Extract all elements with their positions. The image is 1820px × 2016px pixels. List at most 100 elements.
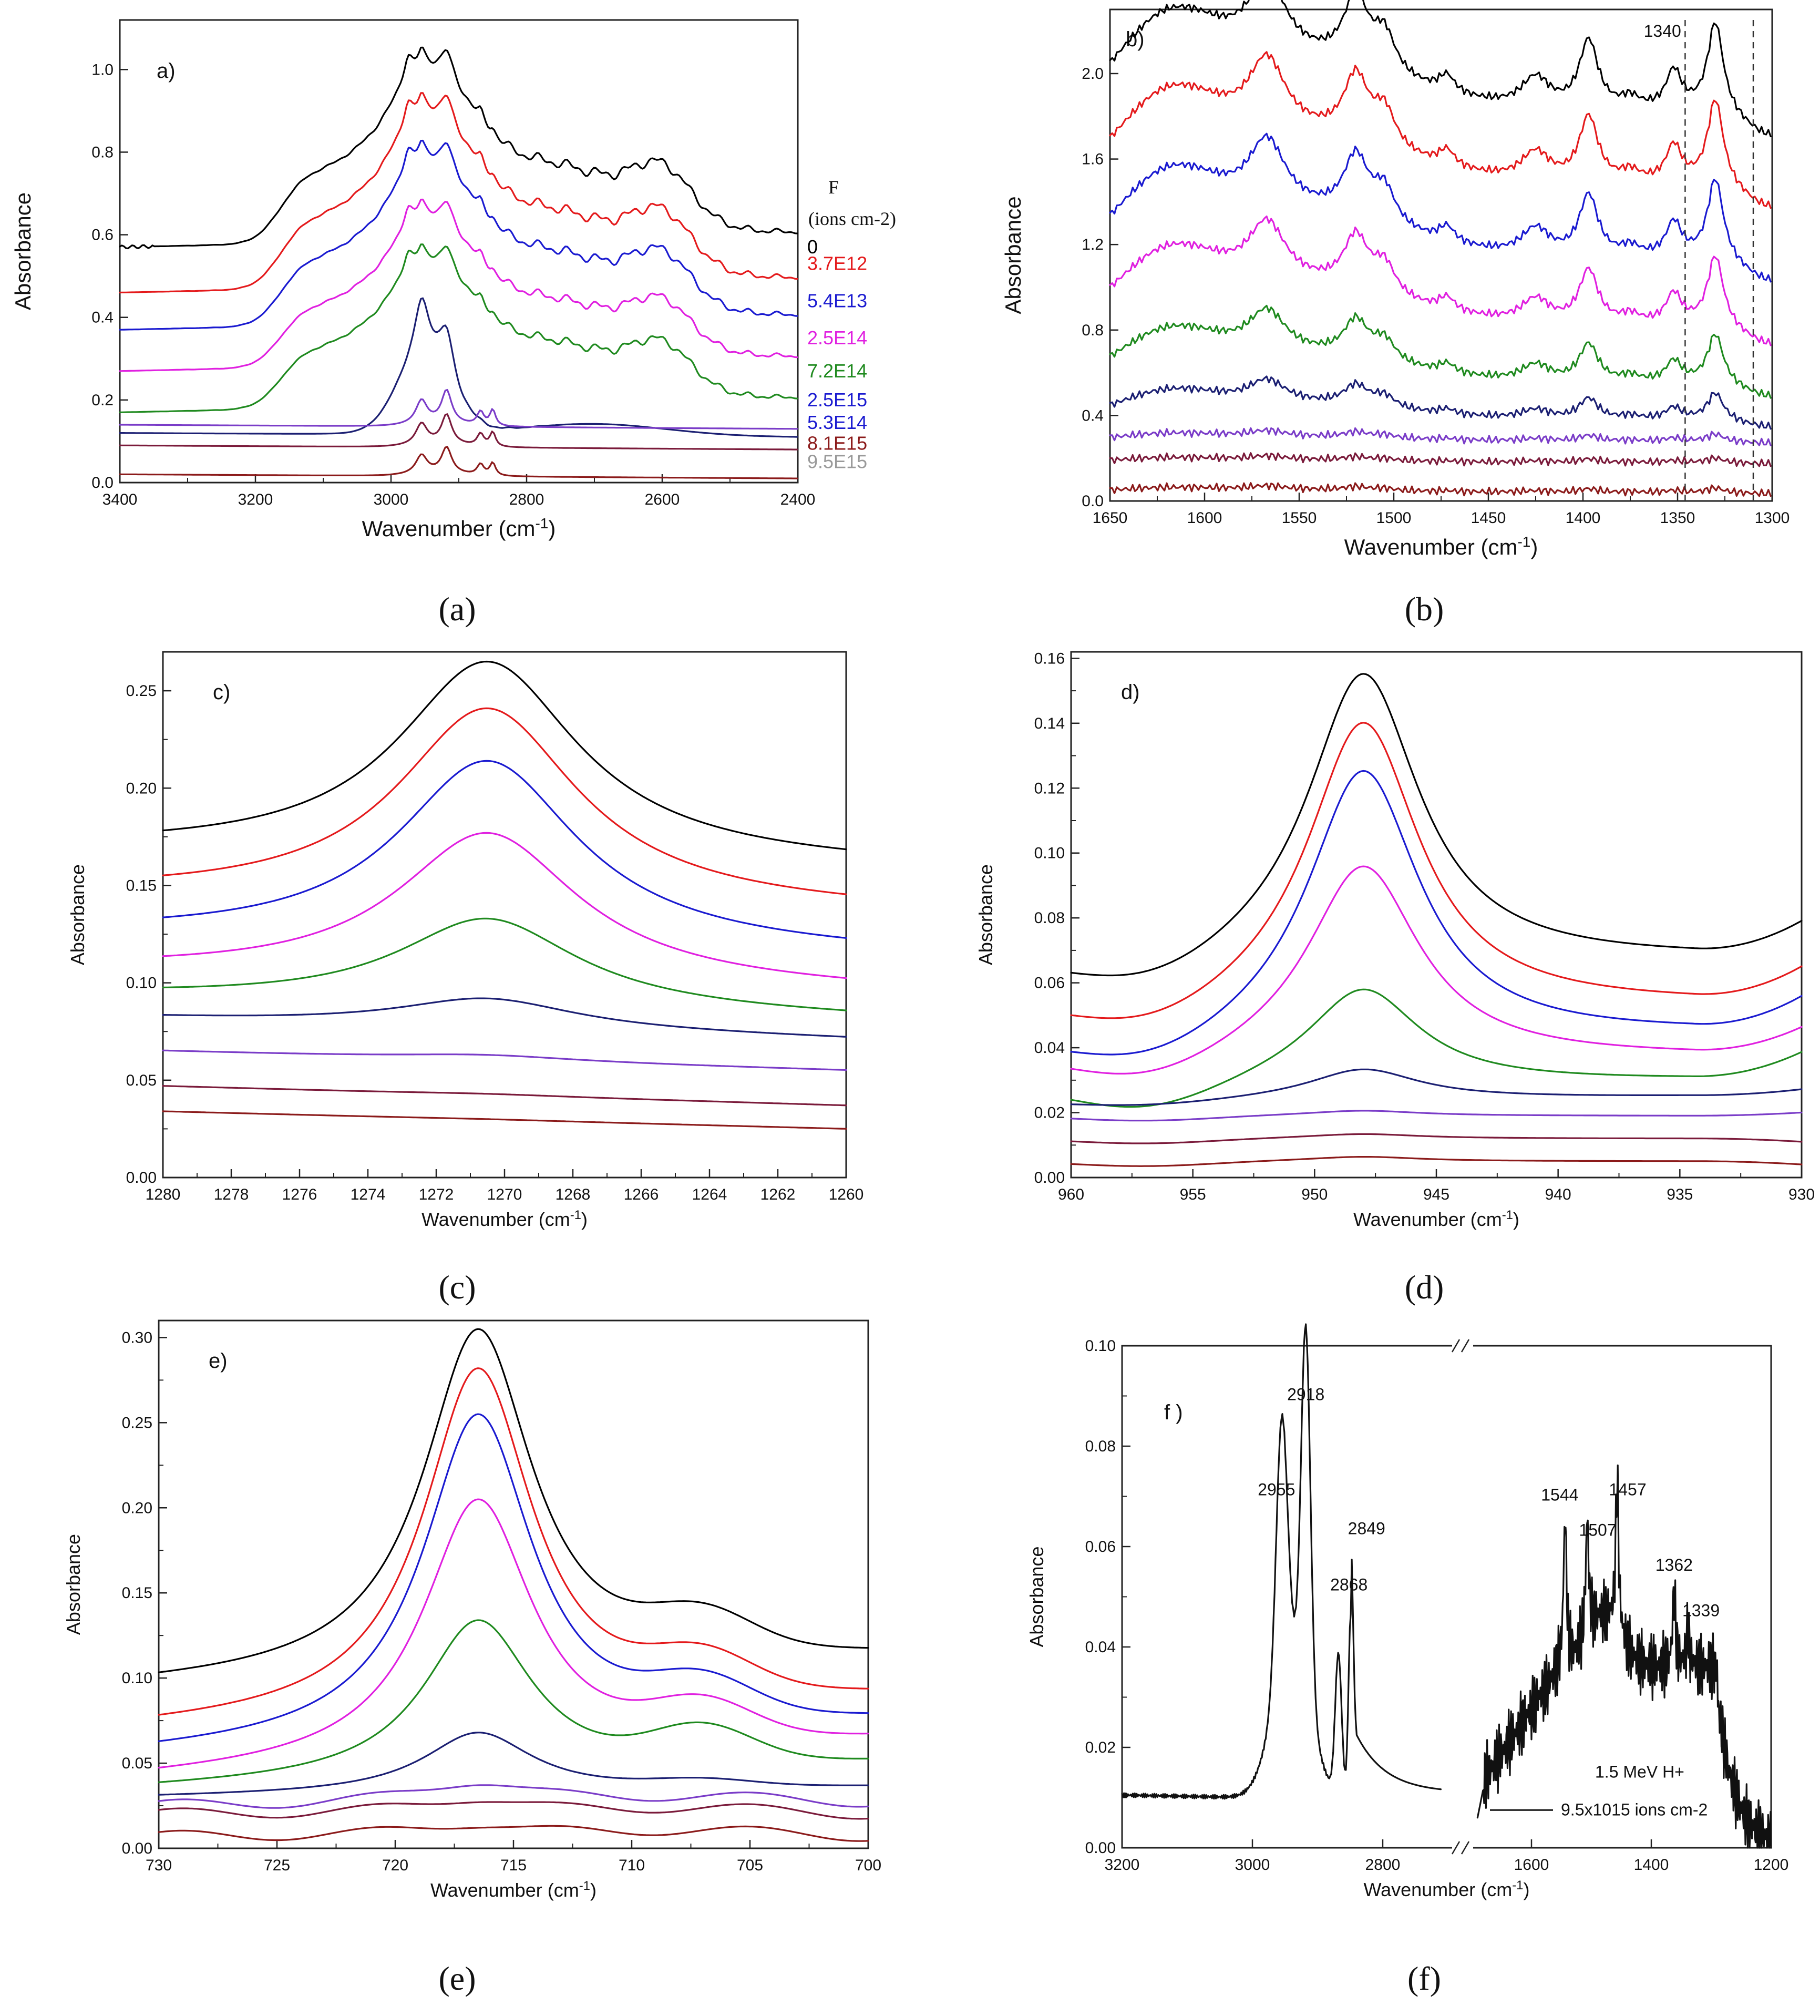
legend-unit: (ions cm-2) bbox=[808, 208, 896, 229]
series-line-4 bbox=[158, 1619, 869, 1783]
series-line-3 bbox=[119, 198, 798, 372]
x-axis-label: Wavenumber (cm-1) bbox=[1353, 1208, 1519, 1231]
series-line-7 bbox=[1109, 452, 1772, 467]
axis-break-mark bbox=[1461, 1841, 1470, 1855]
series-line-5 bbox=[119, 297, 798, 438]
x-axis-label: Wavenumber (cm-1) bbox=[430, 1879, 597, 1901]
legend-fluence-label: 9.5x1015 ions cm-2 bbox=[1561, 1800, 1708, 1819]
series-line-0 bbox=[119, 46, 798, 250]
y-tick-label: 0.25 bbox=[122, 1414, 152, 1431]
x-tick-label: 3400 bbox=[102, 491, 138, 508]
series-line-1 bbox=[1109, 51, 1772, 209]
panel-label: f ) bbox=[1164, 1401, 1183, 1424]
x-tick-label: 1274 bbox=[351, 1186, 386, 1203]
series-line-7 bbox=[158, 1801, 869, 1820]
x-tick-label: 2400 bbox=[780, 491, 816, 508]
series-line-8 bbox=[119, 446, 798, 479]
y-tick-label: 0.00 bbox=[1034, 1169, 1065, 1186]
series-line-2 bbox=[119, 139, 798, 331]
x-tick-label: 705 bbox=[737, 1857, 763, 1874]
panel-b: 0.0 0.4 0.8 1.2 1.6 2.0 1650 1600 1550 1500 1450 14… bbox=[1001, 0, 1790, 559]
peak-label-2868: 2868 bbox=[1330, 1575, 1367, 1594]
x-tick-label: 715 bbox=[500, 1857, 527, 1874]
x-tick-label: 1650 bbox=[1093, 509, 1128, 527]
peak-label-1339: 1339 bbox=[1682, 1601, 1720, 1620]
series-line-4 bbox=[162, 917, 847, 1011]
series-line-6 bbox=[119, 388, 798, 430]
y-axis-label: Absorbance bbox=[67, 864, 88, 965]
y-tick-label: 0.30 bbox=[122, 1329, 152, 1346]
x-tick-label: 960 bbox=[1058, 1186, 1084, 1203]
panel-label: d) bbox=[1121, 681, 1140, 704]
series-line-7 bbox=[119, 413, 798, 451]
series-line-4 bbox=[1109, 304, 1772, 399]
x-axis-label: Wavenumber (cm-1) bbox=[1344, 534, 1538, 560]
panel-label: e) bbox=[209, 1349, 228, 1373]
series-line-2 bbox=[1070, 770, 1803, 1056]
y-tick-label: 0.25 bbox=[126, 682, 157, 700]
y-tick-label: 0.00 bbox=[126, 1169, 157, 1186]
series-line-0 bbox=[1109, 0, 1772, 138]
x-tick-label: 1266 bbox=[624, 1186, 659, 1203]
x-tick-label: 1264 bbox=[692, 1186, 727, 1203]
y-tick-label: 0.05 bbox=[122, 1755, 152, 1772]
series-line-6 bbox=[158, 1784, 869, 1809]
y-tick-label: 1.2 bbox=[1082, 236, 1104, 253]
y-tick-label: 0.00 bbox=[1085, 1839, 1116, 1857]
series-line-5 bbox=[158, 1732, 869, 1796]
y-tick-label: 0.6 bbox=[91, 227, 114, 244]
y-tick-label: 0.0 bbox=[1082, 493, 1104, 510]
y-axis-label: Absorbance bbox=[63, 1534, 84, 1635]
series-line-6 bbox=[1109, 427, 1772, 446]
axis-break-mark bbox=[1451, 1841, 1461, 1855]
series-line-7 bbox=[162, 1085, 847, 1107]
x-tick-label: 3200 bbox=[1105, 1856, 1140, 1874]
y-tick-label: 0.20 bbox=[122, 1499, 152, 1517]
panel-label: c) bbox=[213, 681, 230, 704]
legend-entry: 2.5E14 bbox=[807, 327, 867, 349]
series-line-1 bbox=[162, 707, 847, 895]
y-tick-label: 0.10 bbox=[122, 1670, 152, 1687]
series-line-5 bbox=[1109, 375, 1772, 430]
x-tick-label: 725 bbox=[264, 1857, 290, 1874]
y-tick-label: 0.4 bbox=[1082, 407, 1104, 424]
series-line-2 bbox=[162, 760, 847, 939]
x-tick-label: 730 bbox=[146, 1857, 172, 1874]
series-line-8 bbox=[1109, 482, 1772, 497]
subfigure-caption: (d) bbox=[1405, 1268, 1444, 1306]
legend-entry: 8.1E15 bbox=[807, 432, 867, 454]
x-tick-label: 950 bbox=[1301, 1186, 1328, 1203]
legend-entry: 5.3E14 bbox=[807, 412, 867, 433]
y-tick-label: 0.10 bbox=[1085, 1337, 1116, 1355]
x-tick-label: 720 bbox=[382, 1857, 408, 1874]
x-tick-label: 1278 bbox=[214, 1186, 249, 1203]
y-tick-label: 0.12 bbox=[1034, 780, 1065, 797]
y-tick-label: 0.05 bbox=[126, 1072, 157, 1089]
legend-title: F bbox=[828, 177, 839, 198]
y-tick-label: 0.04 bbox=[1085, 1639, 1116, 1656]
y-tick-label: 0.00 bbox=[122, 1840, 152, 1857]
series-line-3 bbox=[162, 832, 847, 979]
x-tick-label: 1450 bbox=[1471, 509, 1506, 527]
y-tick-label: 0.08 bbox=[1034, 909, 1065, 927]
y-tick-label: 1.6 bbox=[1082, 151, 1104, 168]
x-tick-label: 2600 bbox=[645, 491, 680, 508]
series-line-3 bbox=[1070, 865, 1803, 1074]
legend-entry: 7.2E14 bbox=[807, 360, 867, 382]
x-tick-label: 940 bbox=[1545, 1186, 1571, 1203]
y-axis-label: Absorbance bbox=[1001, 196, 1025, 314]
y-axis-label: Absorbance bbox=[1026, 1546, 1047, 1647]
series-line-6 bbox=[162, 1049, 847, 1071]
y-tick-label: 2.0 bbox=[1082, 65, 1104, 83]
panel-a: 0.0 0.2 0.4 0.6 0.8 1.0 3400 3200 3000 2800 2600 24… bbox=[11, 19, 896, 541]
peak-label-1544: 1544 bbox=[1541, 1485, 1578, 1504]
y-tick-label: 0.14 bbox=[1034, 715, 1065, 732]
panel-label: b) bbox=[1126, 28, 1145, 51]
plot-frame bbox=[119, 19, 799, 484]
x-tick-label: 1262 bbox=[760, 1186, 796, 1203]
y-tick-label: 0.0 bbox=[91, 474, 114, 492]
legend-entry: 5.4E13 bbox=[807, 290, 867, 311]
x-axis-label: Wavenumber (cm-1) bbox=[1363, 1878, 1529, 1901]
series-line-4 bbox=[119, 243, 798, 413]
